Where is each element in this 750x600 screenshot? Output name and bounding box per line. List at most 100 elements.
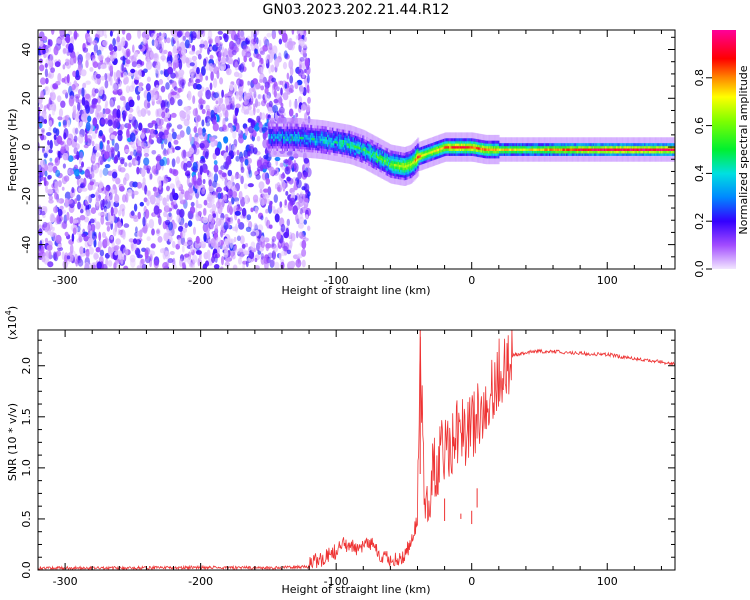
heatmap-noise-cell [71,84,76,91]
heatmap-noise-cell [183,118,190,127]
heatmap-noise-cell [300,104,307,111]
heatmap-noise-cell [178,225,184,232]
heatmap-noise-cell [128,113,133,121]
heatmap-noise-cell [148,30,155,38]
heatmap-noise-cell [274,58,280,68]
heatmap-noise-cell [172,263,177,269]
heatmap-noise-cell [293,99,299,110]
heatmap-noise-cell [123,223,130,228]
heatmap-noise-cell [85,251,90,258]
heatmap-noise-cell [205,115,211,123]
heatmap-noise-cell [99,169,103,178]
heatmap-noise-cell [227,91,233,98]
heatmap-noise-cell [303,157,310,164]
heatmap-noise-cell [38,182,42,187]
heatmap-noise-cell [109,76,113,86]
heatmap-noise-cell [274,213,280,223]
heatmap-noise-cell [269,259,276,267]
heatmap-noise-cell [288,108,294,117]
heatmap-noise-cell [251,61,255,68]
heatmap-noise-cell [291,30,295,35]
heatmap-noise-cell [247,150,251,157]
heatmap-noise-cell [112,108,119,118]
heatmap-noise-cell [182,262,185,268]
heatmap-noise-cell [273,209,279,215]
heatmap-noise-cell [96,30,100,35]
heatmap-noise-cell [109,65,113,72]
heatmap-noise-cell [224,109,229,119]
heatmap-noise-cell [263,256,269,264]
heatmap-noise-cell [231,174,234,183]
heatmap-noise-cell [85,121,91,132]
heatmap-noise-cell [210,221,215,230]
heatmap-noise-cell [274,86,280,91]
heatmap-noise-cell [304,183,310,193]
heatmap-noise-cell [136,265,141,269]
heatmap-noise-cell [256,242,260,252]
heatmap-noise-cell [112,38,116,47]
heatmap-noise-cell [229,40,235,50]
heatmap-noise-cell [44,237,49,244]
heatmap-noise-cell [143,146,150,155]
heatmap-noise-cell [307,96,311,104]
heatmap-noise-cell [104,34,108,39]
heatmap-noise-cell [216,186,223,193]
heatmap-noise-cell [195,107,198,117]
heatmap-noise-cell [304,198,309,203]
heatmap-noise-cell [102,40,109,47]
heatmap-noise-cell [143,108,149,114]
heatmap-noise-cell [115,69,121,80]
heatmap-noise-cell [260,235,265,242]
heatmap-noise-cell [184,39,190,49]
heatmap-noise-cell [172,45,177,54]
heatmap-noise-cell [215,59,219,64]
heatmap-noise-cell [236,235,241,242]
heatmap-noise-cell [98,182,104,189]
heatmap-noise-cell [202,263,207,269]
heatmap-noise-cell [263,237,270,243]
heatmap-noise-cell [49,157,53,162]
heatmap-noise-cell [112,82,118,92]
heatmap-noise-cell [78,187,83,193]
heatmap-noise-cell [219,77,224,85]
heatmap-noise-cell [136,238,140,245]
heatmap-noise-cell [255,37,259,45]
heatmap-noise-cell [186,177,190,187]
heatmap-noise-cell [227,30,233,35]
heatmap-noise-cell [92,61,99,68]
heatmap-noise-cell [97,62,102,70]
heatmap-noise-cell [151,228,155,236]
heatmap-noise-cell [94,182,100,187]
heatmap-noise-cell [196,83,202,90]
heatmap-noise-cell [225,97,230,106]
heatmap-noise-cell [160,85,166,93]
heatmap-noise-cell [288,59,294,70]
heatmap-noise-cell [202,207,207,216]
heatmap-noise-cell [95,247,101,253]
heatmap-noise-cell [236,149,240,156]
heatmap-noise-cell [117,133,123,142]
heatmap-noise-cell [199,159,206,164]
heatmap-noise-cell [279,106,285,114]
heatmap-noise-cell [148,218,155,229]
heatmap-noise-cell [203,232,207,242]
heatmap-noise-cell [135,226,138,233]
heatmap-noise-cell [226,204,230,214]
heatmap-noise-cell [95,73,101,79]
heatmap-noise-cell [162,32,167,38]
heatmap-noise-cell [47,38,51,49]
heatmap-noise-cell [87,115,92,123]
heatmap-noise-cell [269,166,275,176]
heatmap-noise-cell [175,71,179,79]
heatmap-noise-cell [62,220,68,230]
heatmap-noise-cell [195,193,199,198]
heatmap-noise-cell [44,85,50,96]
heatmap-noise-cell [271,238,275,248]
heatmap-noise-cell [259,79,263,83]
heatmap-noise-cell [150,243,156,249]
heatmap-noise-cell [299,57,305,62]
heatmap-noise-cell [163,232,169,242]
heatmap-noise-cell [166,194,170,202]
heatmap-noise-cell [43,105,47,112]
heatmap-noise-cell [234,175,238,180]
